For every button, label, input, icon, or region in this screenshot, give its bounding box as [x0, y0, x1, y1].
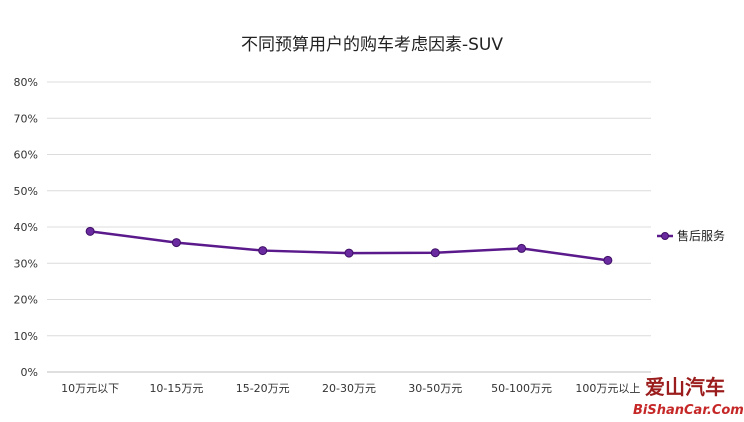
y-tick-label: 60%	[14, 149, 38, 162]
data-point[interactable]	[517, 243, 527, 253]
y-tick-label: 0%	[21, 366, 38, 379]
data-point[interactable]	[258, 246, 268, 256]
y-tick-label: 10%	[14, 330, 38, 343]
y-tick-label: 50%	[14, 185, 38, 198]
watermark-cn: 爱山汽车	[645, 375, 725, 399]
x-tick-label: 50-100万元	[491, 382, 552, 395]
legend[interactable]: 售后服务	[657, 228, 725, 243]
legend-label: 售后服务	[677, 228, 725, 243]
series-lines	[85, 226, 613, 265]
x-axis-ticks: 10万元以下 10-15万元 15-20万元 20-30万元 30-50万元 50-100…	[61, 382, 640, 395]
x-tick-label: 30-50万元	[408, 382, 462, 395]
x-tick-label: 10-15万元	[149, 382, 203, 395]
data-point[interactable]	[603, 255, 613, 265]
y-tick-label: 70%	[14, 112, 38, 125]
watermark-logo: 爱山汽车 BiShanCar.Com	[633, 375, 744, 418]
x-tick-label: 15-20万元	[236, 382, 290, 395]
y-tick-label: 30%	[14, 257, 38, 270]
chart-title: 不同预算用户的购车考虑因素-SUV	[241, 35, 503, 55]
data-point[interactable]	[171, 238, 181, 248]
watermark-en: BiShanCar.Com	[633, 403, 744, 418]
y-axis-ticks: 0% 10% 20% 30% 40% 50% 60% 70% 80%	[14, 76, 38, 379]
y-tick-label: 20%	[14, 294, 38, 307]
gridlines	[47, 81, 651, 373]
data-point[interactable]	[344, 248, 354, 258]
y-tick-label: 80%	[14, 76, 38, 89]
legend-marker-swatch	[661, 232, 669, 240]
x-tick-label: 100万元以上	[575, 382, 640, 395]
x-tick-label: 20-30万元	[322, 382, 376, 395]
data-point[interactable]	[430, 248, 440, 258]
data-point[interactable]	[85, 226, 95, 236]
y-tick-label: 40%	[14, 221, 38, 234]
x-tick-label: 10万元以下	[61, 382, 119, 395]
